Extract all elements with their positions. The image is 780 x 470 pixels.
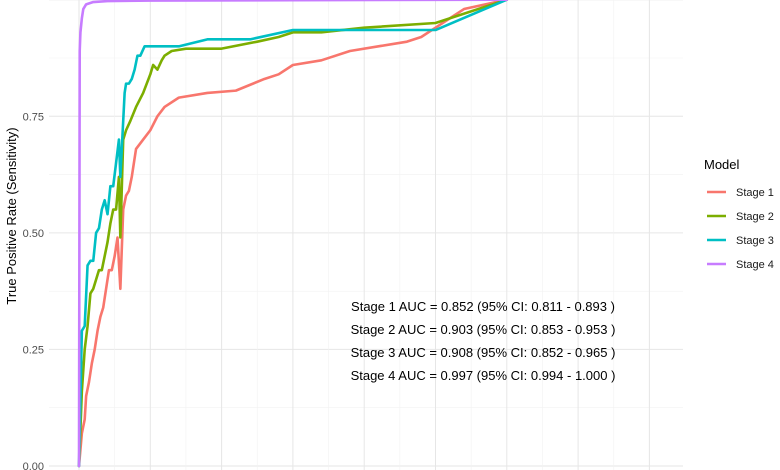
series-lines	[77, 0, 509, 468]
auc-annotation: Stage 4 AUC = 0.997 (95% CI: 0.994 - 1.0…	[351, 368, 616, 383]
series-line-stage-2	[77, 0, 509, 468]
y-ticks: 0.00 0.25 0.50 0.75	[23, 111, 44, 470]
legend-label: Stage 3	[736, 235, 774, 247]
auc-annotation: Stage 2 AUC = 0.903 (95% CI: 0.853 - 0.9…	[351, 322, 616, 337]
series-line-stage-4	[77, 0, 509, 468]
grid	[49, 0, 683, 470]
auc-annotation: Stage 1 AUC = 0.852 (95% CI: 0.811 - 0.8…	[351, 299, 615, 314]
y-tick-label: 0.25	[23, 344, 44, 356]
legend-label: Stage 2	[736, 211, 774, 223]
legend-title: Model	[704, 157, 740, 172]
series-line-stage-1	[77, 0, 509, 468]
legend-label: Stage 1	[736, 187, 774, 199]
y-tick-label: 0.50	[23, 228, 44, 240]
auc-annotations: Stage 1 AUC = 0.852 (95% CI: 0.811 - 0.8…	[351, 299, 616, 383]
auc-annotation: Stage 3 AUC = 0.908 (95% CI: 0.852 - 0.9…	[351, 345, 616, 360]
legend-label: Stage 4	[736, 259, 774, 271]
y-axis-title: True Positive Rate (Sensitivity)	[4, 127, 19, 304]
y-tick-label: 0.00	[23, 461, 44, 470]
series-line-stage-3	[77, 0, 509, 468]
y-tick-label: 0.75	[23, 111, 44, 123]
legend: Model Stage 1 Stage 2 Stage 3 Stage 4	[704, 157, 774, 271]
